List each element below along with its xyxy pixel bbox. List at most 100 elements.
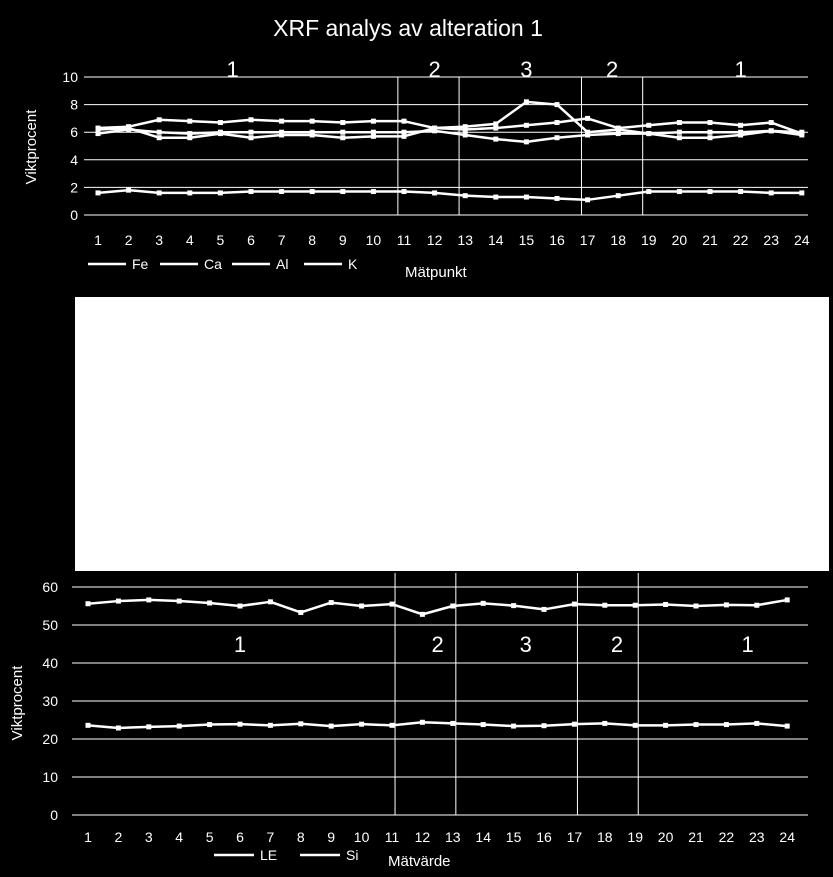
bottom-chart-y-tick-label: 10 — [42, 769, 58, 785]
top-chart-data-point-k — [615, 193, 621, 199]
bottom-chart-x-tick-label: 24 — [779, 829, 795, 845]
top-chart-data-point-al — [799, 129, 805, 135]
top-chart-x-tick-label: 12 — [427, 232, 443, 248]
bottom-chart-y-ticks: 0 10 20 30 40 50 60 — [42, 579, 58, 823]
bottom-chart-data-point-le — [298, 721, 304, 727]
top-chart-x-tick-label: 7 — [278, 232, 286, 248]
top-chart-series — [95, 99, 805, 203]
bottom-chart-data-point-si — [298, 609, 304, 615]
bottom-chart-data-point-si — [450, 603, 456, 609]
top-chart-data-point-fe — [523, 122, 529, 128]
bottom-chart-x-tick-label: 17 — [567, 829, 583, 845]
top-chart-data-point-k — [156, 190, 162, 196]
top-chart-data-point-fe — [738, 122, 744, 128]
bottom-chart-data-point-le — [754, 720, 760, 726]
top-chart-data-point-al — [432, 128, 438, 134]
top-chart-data-point-fe — [248, 117, 254, 123]
bottom-chart-x-ticks: 1 2 3 4 5 6 7 8 9 10 11 12 13 14 15 16 17 18 19 20 21 22 23 24 — [84, 829, 795, 845]
top-chart-data-point-fe — [768, 120, 774, 126]
top-chart-data-point-ca — [462, 124, 468, 130]
bottom-chart-data-point-le — [115, 725, 121, 731]
top-chart-data-point-al — [768, 128, 774, 134]
top-chart-data-point-fe — [462, 126, 468, 132]
top-chart-x-tick-label: 18 — [610, 232, 626, 248]
bottom-chart-data-point-si — [602, 602, 608, 608]
top-chart-x-tick-label: 16 — [549, 232, 565, 248]
bottom-chart-data-point-le — [146, 724, 152, 730]
bottom-chart-x-tick-label: 12 — [415, 829, 431, 845]
top-chart-series-line-al — [97, 128, 802, 144]
top-chart-x-tick-label: 23 — [763, 232, 779, 248]
bottom-chart-data-point-si — [480, 600, 486, 606]
bottom-chart-x-tick-label: 11 — [385, 829, 400, 845]
top-chart-data-point-ca — [432, 125, 438, 131]
top-chart-data-point-ca — [523, 99, 529, 105]
top-chart-data-point-k — [585, 197, 591, 203]
top-chart-data-point-al — [585, 132, 591, 138]
top-chart-zone-label: 3 — [520, 57, 532, 82]
bottom-chart-data-point-le — [693, 722, 699, 728]
top-chart-data-point-ca — [493, 121, 499, 127]
top-chart-data-point-ca — [554, 102, 560, 108]
top-chart-data-point-k — [738, 189, 744, 195]
top-chart-data-point-fe — [585, 115, 591, 121]
top-chart-legend-label: Fe — [132, 256, 149, 272]
bottom-chart-x-tick-label: 2 — [115, 829, 123, 845]
bottom-chart-x-tick-label: 5 — [206, 829, 214, 845]
top-chart-zone-label: 1 — [734, 57, 746, 82]
top-chart-data-point-fe — [309, 118, 315, 124]
top-chart-x-tick-label: 6 — [247, 232, 255, 248]
top-chart-x-tick-label: 1 — [94, 232, 102, 248]
bottom-chart-data-point-le — [602, 720, 608, 726]
bottom-chart-data-point-si — [632, 602, 638, 608]
top-chart-data-point-ca — [370, 133, 376, 139]
bottom-chart-x-tick-label: 20 — [658, 829, 674, 845]
bottom-chart-data-point-si — [511, 603, 517, 609]
top-chart-y-tick-label: 8 — [70, 97, 78, 113]
bottom-chart-data-point-le — [663, 722, 669, 728]
bottom-chart-data-point-le — [328, 723, 334, 729]
top-chart-data-point-al — [95, 131, 101, 137]
top-chart-x-tick-label: 8 — [308, 232, 316, 248]
bottom-chart-y-tick-label: 20 — [42, 731, 58, 747]
top-chart-data-point-k — [768, 190, 774, 196]
bottom-chart-data-point-le — [419, 719, 425, 725]
top-chart-data-point-ca — [187, 135, 193, 141]
top-chart-y-axis-label: Viktprocent — [23, 109, 40, 185]
bottom-chart-data-point-si — [541, 606, 547, 612]
top-chart-data-point-k — [309, 189, 315, 195]
top-chart-data-point-k — [554, 195, 560, 201]
top-chart-data-point-fe — [340, 120, 346, 126]
bottom-chart-x-tick-label: 16 — [536, 829, 552, 845]
bottom-chart-x-tick-label: 15 — [506, 829, 522, 845]
top-chart-y-tick-label: 2 — [70, 179, 78, 195]
top-chart-legend: Fe Ca Al K — [88, 256, 358, 272]
bottom-chart-x-tick-label: 1 — [84, 829, 92, 845]
bottom-chart-data-point-si — [723, 602, 729, 608]
top-chart-data-point-k — [187, 190, 193, 196]
top-chart-x-tick-label: 5 — [217, 232, 225, 248]
top-chart-y-tick-label: 0 — [70, 207, 78, 223]
top-chart-data-point-al — [554, 135, 560, 141]
top-chart-x-tick-label: 24 — [794, 232, 810, 248]
top-chart-data-point-fe — [370, 118, 376, 124]
bottom-chart-x-tick-label: 4 — [175, 829, 183, 845]
bottom-chart-x-tick-label: 23 — [749, 829, 765, 845]
bottom-chart-y-tick-label: 0 — [50, 807, 58, 823]
chart-title: XRF analys av alteration 1 — [273, 15, 543, 41]
top-chart-y-tick-label: 10 — [62, 69, 78, 85]
bottom-chart-series — [85, 597, 790, 731]
top-chart-x-tick-label: 20 — [672, 232, 688, 248]
top-chart-data-point-k — [707, 189, 713, 195]
top-chart-data-point-fe — [493, 125, 499, 131]
top-chart-series-line-k — [97, 188, 802, 202]
top-chart-x-tick-label: 19 — [641, 232, 657, 248]
bottom-chart-series-line-le — [87, 721, 788, 730]
bottom-chart-data-point-si — [663, 601, 669, 607]
top-chart-data-point-fe — [401, 118, 407, 124]
bottom-chart-x-tick-label: 14 — [475, 829, 491, 845]
top-chart-data-point-al — [248, 129, 254, 135]
top-chart-data-point-ca — [707, 135, 713, 141]
top-chart-data-point-al — [676, 129, 682, 135]
bottom-chart-x-tick-label: 22 — [719, 829, 735, 845]
